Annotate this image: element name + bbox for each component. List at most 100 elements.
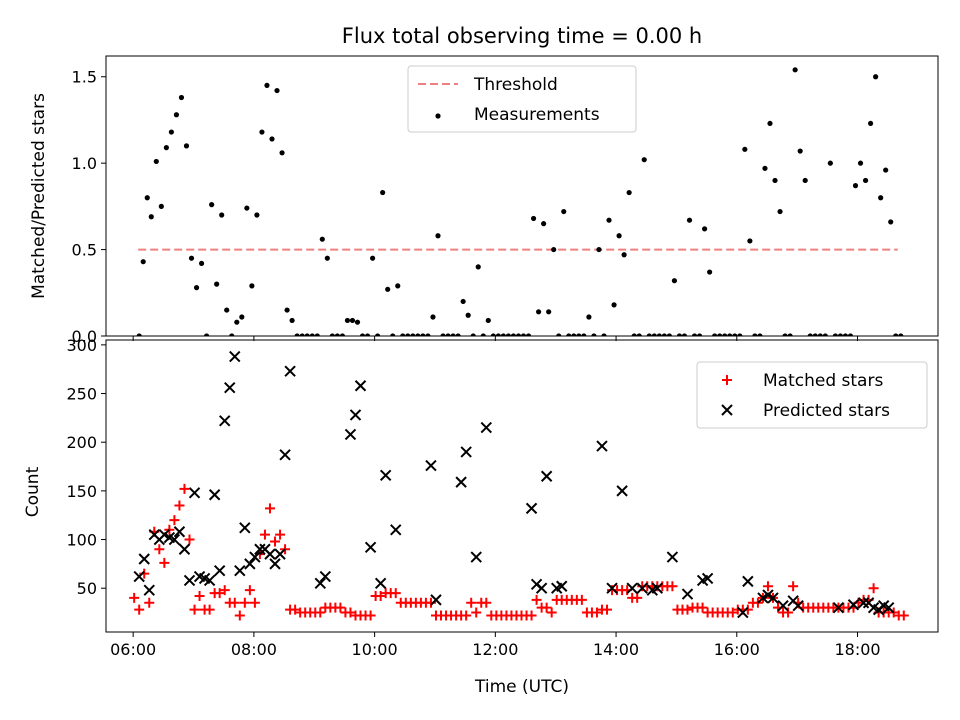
measurement-point bbox=[168, 129, 174, 135]
measurement-point bbox=[500, 333, 506, 336]
measurement-point bbox=[707, 269, 713, 275]
measurement-point bbox=[898, 333, 904, 336]
measurement-point bbox=[480, 333, 486, 336]
measurement-point bbox=[525, 333, 532, 336]
measurement-point bbox=[837, 333, 844, 336]
predicted-star-point bbox=[737, 606, 749, 619]
bottom-y-tick-label: 100 bbox=[66, 531, 97, 550]
predicted-star-point bbox=[354, 380, 367, 392]
measurement-point bbox=[807, 333, 813, 336]
measurement-point bbox=[571, 333, 577, 336]
matched-star-point bbox=[315, 607, 326, 618]
measurement-point bbox=[239, 314, 245, 320]
measurement-point bbox=[596, 246, 602, 253]
measurement-point bbox=[445, 333, 451, 336]
measurement-point bbox=[873, 74, 879, 80]
measurement-point bbox=[842, 333, 849, 336]
measurement-point bbox=[415, 333, 421, 336]
predicted-star-point bbox=[254, 543, 266, 555]
bottom-y-tick-label: 50 bbox=[77, 579, 97, 598]
predicted-star-point bbox=[349, 409, 362, 421]
measurement-point bbox=[395, 283, 401, 289]
matched-star-point bbox=[390, 588, 401, 599]
measurement-point bbox=[757, 333, 763, 336]
predicted-star-point bbox=[364, 541, 377, 554]
matched-star-point bbox=[169, 515, 180, 526]
matched-star-point bbox=[154, 544, 165, 555]
measurement-point bbox=[717, 333, 723, 336]
measurement-point bbox=[520, 333, 527, 336]
matched-star-point bbox=[783, 607, 794, 618]
predicted-star-point bbox=[239, 522, 251, 534]
predicted-star-point bbox=[681, 588, 694, 600]
bottom-axes-frame bbox=[105, 339, 939, 633]
measurement-point bbox=[802, 177, 808, 184]
measurement-point bbox=[691, 333, 698, 336]
predicted-star-point bbox=[425, 459, 437, 472]
measurement-point bbox=[631, 333, 637, 336]
measurement-point bbox=[586, 314, 592, 320]
measurement-point bbox=[541, 221, 547, 227]
matched-star-point bbox=[466, 597, 477, 608]
x-tick-label: 14:00 bbox=[593, 640, 639, 659]
measurement-point bbox=[269, 136, 275, 142]
measurement-point bbox=[505, 333, 512, 336]
predicted-star-point bbox=[651, 582, 664, 594]
top-y-tick-label: 0.0 bbox=[72, 327, 97, 346]
predicted-star-point bbox=[390, 524, 402, 536]
matched-star-point bbox=[214, 588, 225, 599]
matched-star-point bbox=[144, 597, 155, 608]
matched-star-point bbox=[129, 592, 140, 603]
matched-star-point bbox=[375, 590, 386, 601]
measurement-point bbox=[334, 333, 340, 336]
measurement-point bbox=[450, 333, 456, 336]
predicted-star-point bbox=[379, 469, 392, 482]
measurement-point bbox=[621, 252, 627, 258]
predicted-star-point bbox=[540, 470, 553, 482]
measurement-point bbox=[878, 195, 884, 201]
measurement-point bbox=[601, 333, 607, 336]
top-plot-area bbox=[136, 67, 904, 336]
predicted-star-point bbox=[455, 476, 467, 488]
measurement-point bbox=[742, 146, 748, 152]
measurement-point bbox=[380, 189, 386, 196]
matched-star-point bbox=[481, 597, 492, 608]
measurement-point bbox=[535, 309, 542, 315]
predicted-star-point bbox=[767, 592, 779, 604]
matched-star-point bbox=[345, 607, 356, 618]
measurement-point bbox=[249, 283, 255, 289]
measurement-point bbox=[465, 312, 471, 318]
bottom-y-tick-label: 300 bbox=[66, 336, 97, 355]
measurement-point bbox=[279, 150, 285, 156]
measurement-point bbox=[148, 214, 154, 220]
matched-star-point bbox=[365, 610, 376, 621]
bottom-y-tick-label: 250 bbox=[66, 385, 97, 404]
x-tick-label: 12:00 bbox=[472, 640, 518, 659]
measurement-point bbox=[883, 167, 889, 173]
bottom-y-tick-label: 200 bbox=[66, 433, 97, 452]
top-y-tick-label: 1.5 bbox=[72, 68, 97, 87]
predicted-star-point bbox=[203, 574, 216, 587]
measurement-point bbox=[646, 333, 652, 336]
measurement-point bbox=[224, 307, 230, 313]
measurement-point bbox=[485, 317, 491, 324]
matched-star-point bbox=[727, 607, 738, 618]
measurement-point bbox=[229, 333, 235, 336]
predicted-star-point bbox=[742, 575, 754, 588]
measurement-point bbox=[752, 333, 758, 336]
measurement-point bbox=[867, 120, 874, 127]
predicted-star-point bbox=[857, 597, 870, 609]
measurement-point bbox=[188, 255, 195, 261]
matched-star-point bbox=[259, 529, 270, 540]
measurement-point bbox=[344, 317, 351, 324]
matched-star-point bbox=[229, 597, 240, 608]
matched-star-point bbox=[189, 604, 200, 615]
measurement-point bbox=[475, 264, 481, 270]
measurement-point bbox=[370, 255, 376, 261]
measurement-point bbox=[636, 333, 642, 336]
predicted-star-point bbox=[616, 485, 628, 497]
measurement-point bbox=[314, 333, 320, 336]
predicted-star-point bbox=[143, 584, 155, 596]
measurement-point bbox=[219, 212, 225, 218]
matched-star-point bbox=[194, 590, 205, 601]
